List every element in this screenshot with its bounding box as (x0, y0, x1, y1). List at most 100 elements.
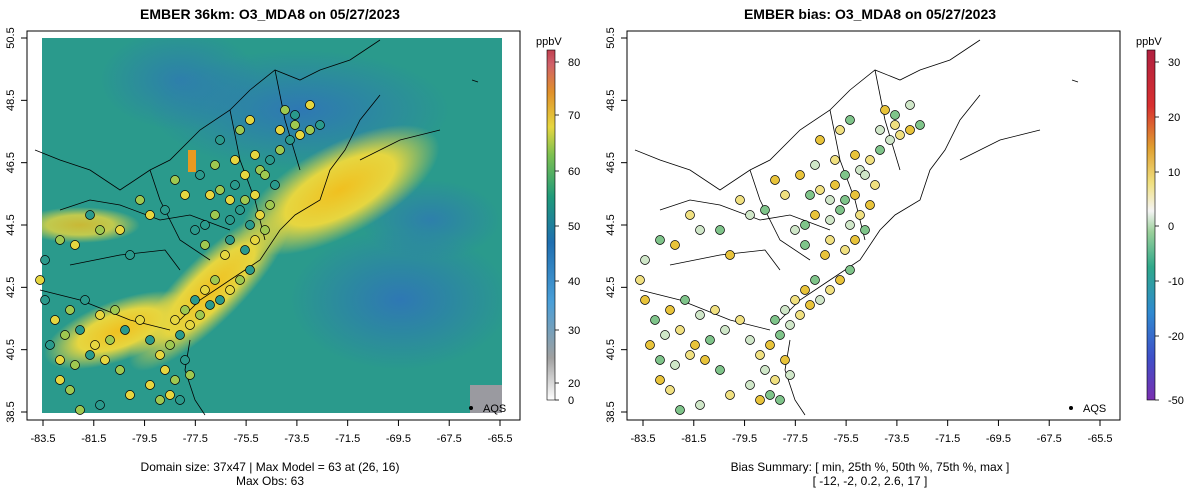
right-footer-line2: [ -12, -2, 0.2, 2.6, 17 ] (812, 474, 928, 488)
aqs-station-marker (115, 365, 125, 375)
aqs-station-marker (200, 220, 210, 230)
aqs-station-marker (95, 225, 105, 235)
aqs-station-marker (825, 235, 835, 245)
left-aqs-points (35, 100, 325, 415)
aqs-station-marker (45, 340, 55, 350)
aqs-station-marker (135, 195, 145, 205)
x-tick-label: -77.5 (783, 433, 808, 445)
aqs-station-marker (865, 200, 875, 210)
y-tick-label: 48.5 (5, 90, 17, 111)
aqs-station-marker (210, 160, 220, 170)
y-tick-label: 44.5 (605, 214, 617, 235)
aqs-station-marker (275, 145, 285, 155)
aqs-station-marker (860, 225, 870, 235)
aqs-station-marker (830, 180, 840, 190)
right-map-svg: AQS -83.5 -81.5 -79.5 -77.5 -75.5 -73.5 -71.5-… (605, 27, 1184, 445)
aqs-station-marker (100, 355, 110, 365)
aqs-station-marker (95, 310, 105, 320)
aqs-station-marker (240, 245, 250, 255)
aqs-station-marker (835, 125, 845, 135)
aqs-station-marker (755, 395, 765, 405)
aqs-station-marker (170, 175, 180, 185)
aqs-station-marker (700, 355, 710, 365)
aqs-station-marker (715, 365, 725, 375)
left-panel-title: EMBER 36km: O3_MDA8 on 05/27/2023 (140, 6, 400, 22)
y-tick-label: 42.5 (605, 277, 617, 298)
aqs-station-marker (50, 315, 60, 325)
aqs-station-marker (145, 335, 155, 345)
aqs-station-marker (670, 360, 680, 370)
aqs-station-marker (145, 380, 155, 390)
aqs-station-marker (305, 100, 315, 110)
aqs-station-marker (135, 315, 145, 325)
aqs-station-marker (85, 210, 95, 220)
aqs-station-marker (760, 365, 770, 375)
aqs-station-marker (75, 325, 85, 335)
aqs-station-marker (745, 380, 755, 390)
aqs-station-marker (840, 170, 850, 180)
aqs-station-marker (770, 315, 780, 325)
aqs-station-marker (190, 225, 200, 235)
left-footer-line1: Domain size: 37x47 | Max Model = 63 at (… (140, 460, 400, 474)
colorbar-tick-label: 10 (1168, 167, 1180, 179)
y-tick-label: 46.5 (605, 152, 617, 173)
aqs-station-marker (245, 220, 255, 230)
aqs-station-marker (825, 195, 835, 205)
aqs-station-marker (210, 210, 220, 220)
aqs-station-marker (240, 195, 250, 205)
y-tick-label: 38.5 (605, 401, 617, 422)
aqs-station-marker (190, 295, 200, 305)
aqs-station-marker (215, 185, 225, 195)
aqs-station-marker (825, 215, 835, 225)
aqs-station-marker (180, 355, 190, 365)
x-tick-label: -81.5 (81, 433, 106, 445)
aqs-station-marker (645, 340, 655, 350)
aqs-station-marker (770, 375, 780, 385)
aqs-station-marker (170, 375, 180, 385)
aqs-station-marker (775, 330, 785, 340)
aqs-station-marker (770, 175, 780, 185)
aqs-station-marker (160, 365, 170, 375)
aqs-station-marker (255, 210, 265, 220)
aqs-station-marker (745, 210, 755, 220)
aqs-station-marker (180, 190, 190, 200)
aqs-station-marker (760, 205, 770, 215)
aqs-station-marker (110, 305, 120, 315)
aqs-station-marker (785, 320, 795, 330)
x-tick-label: -65.5 (1087, 433, 1112, 445)
aqs-station-marker (790, 225, 800, 235)
aqs-station-marker (710, 305, 720, 315)
aqs-station-marker (875, 125, 885, 135)
aqs-station-marker (245, 115, 255, 125)
right-colorbar-unit: ppbV (1136, 36, 1162, 48)
aqs-station-marker (75, 405, 85, 415)
x-tick-label: -79.5 (132, 433, 157, 445)
aqs-station-marker (780, 305, 790, 315)
aqs-station-marker (815, 185, 825, 195)
colorbar-tick-label: 20 (568, 378, 580, 390)
aqs-station-marker (90, 340, 100, 350)
aqs-station-marker (905, 125, 915, 135)
x-tick-label: -77.5 (183, 433, 208, 445)
aqs-station-marker (795, 310, 805, 320)
y-tick-label: 48.5 (605, 90, 617, 111)
aqs-station-marker (840, 245, 850, 255)
aqs-station-marker (155, 395, 165, 405)
y-tick-label: 50.5 (605, 27, 617, 48)
colorbar-tick-label: -10 (1168, 276, 1184, 288)
aqs-station-marker (810, 275, 820, 285)
colorbar-tick-label: 60 (568, 166, 580, 178)
aqs-station-marker (835, 275, 845, 285)
aqs-station-marker (180, 305, 190, 315)
x-tick-label: -81.5 (681, 433, 706, 445)
colorbar-tick-label: 20 (1168, 112, 1180, 124)
aqs-station-marker (850, 150, 860, 160)
aqs-station-marker (215, 135, 225, 145)
left-model-field (42, 38, 502, 413)
aqs-station-marker (205, 190, 215, 200)
aqs-station-marker (65, 305, 75, 315)
aqs-station-marker (720, 325, 730, 335)
x-tick-label: -75.5 (834, 433, 859, 445)
aqs-station-marker (175, 395, 185, 405)
left-colorbar-ticks: 80 70 60 50 40 30 20 0 (555, 57, 580, 407)
